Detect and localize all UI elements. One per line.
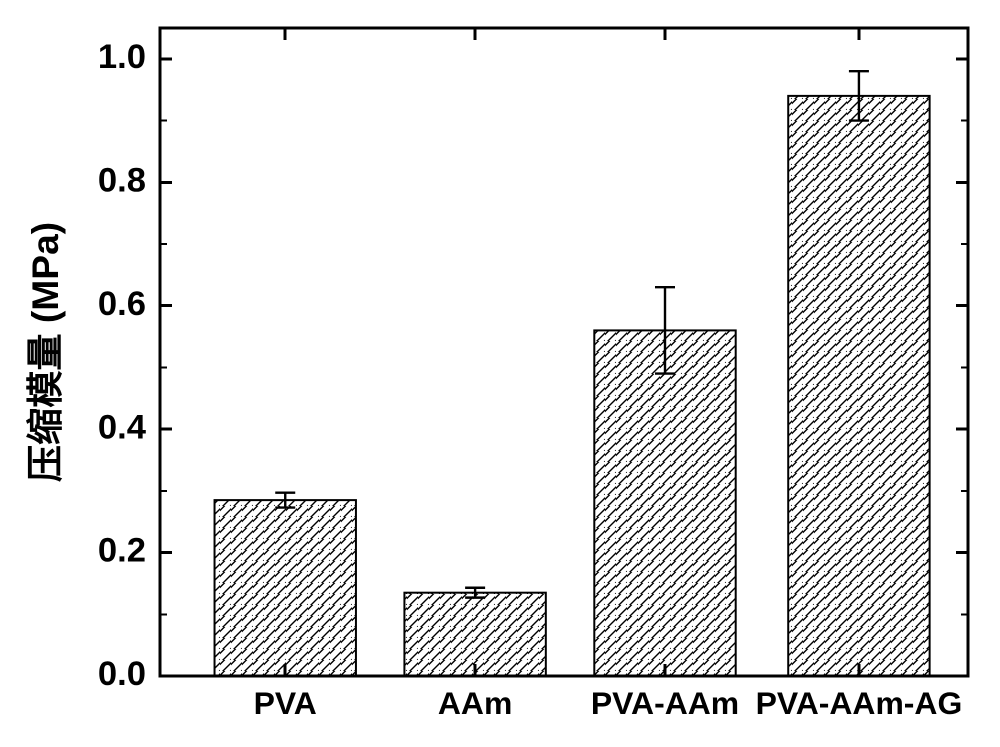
- chart-container: 0.0 0.2 0.4 0.6 0.8 1.0 PVA AAm PVA-AAm PVA-AAm-A…: [0, 0, 1000, 747]
- y-tick-label: 1.0: [98, 38, 146, 76]
- bar-pva-aam-ag: [788, 96, 929, 676]
- bar-aam: [404, 593, 545, 676]
- y-axis-label: 压缩模量 (MPa): [24, 222, 66, 482]
- bar-pva-aam: [594, 330, 735, 676]
- y-tick-label: 0.0: [98, 655, 146, 693]
- y-tick-label: 0.8: [98, 161, 146, 199]
- y-tick-label: 0.6: [98, 285, 146, 323]
- bar-chart: 0.0 0.2 0.4 0.6 0.8 1.0 PVA AAm PVA-AAm PVA-AAm-A…: [0, 0, 1000, 747]
- x-tick-label: PVA: [254, 685, 317, 721]
- y-tick-label: 0.2: [98, 532, 146, 570]
- x-tick-label: AAm: [438, 685, 512, 721]
- y-tick-label: 0.4: [98, 408, 147, 446]
- x-tick-label: PVA-AAm-AG: [756, 685, 963, 721]
- bar-pva: [215, 500, 356, 676]
- x-tick-label: PVA-AAm: [591, 685, 739, 721]
